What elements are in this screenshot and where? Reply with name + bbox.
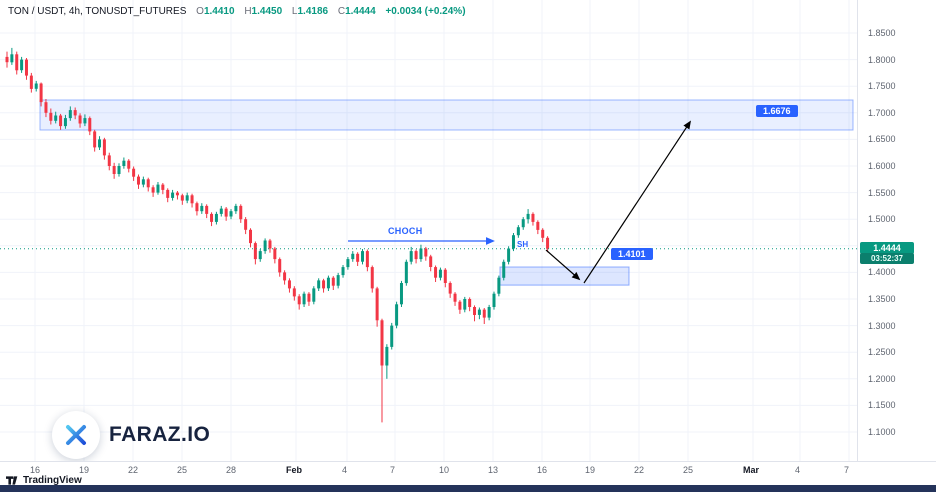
time-axis-label: Feb bbox=[286, 465, 303, 475]
symbol-legend: TON / USDT, 4h, TONUSDT_FUTURES O1.4410 … bbox=[8, 6, 466, 17]
price-axis-label: 1.7500 bbox=[868, 81, 896, 92]
farazio-logo-circle bbox=[52, 411, 100, 459]
candlestick-canvas[interactable] bbox=[0, 0, 857, 461]
ohlc-high-value: 1.4450 bbox=[251, 6, 283, 17]
price-axis-label: 1.5000 bbox=[868, 214, 896, 225]
time-axis[interactable]: 16 19 22 25 28 Feb 4 7 10 13 16 19 22 25 Mar 4 7 bbox=[0, 461, 936, 478]
chart-area[interactable]: TON / USDT, 4h, TONUSDT_FUTURES O1.4410 … bbox=[0, 0, 857, 461]
ohlc-open-value: 1.4410 bbox=[203, 6, 235, 17]
price-axis-label: 1.3000 bbox=[868, 320, 896, 331]
symbol-title: TON / USDT, 4h, TONUSDT_FUTURES bbox=[8, 6, 187, 17]
ohlc-open-label: O bbox=[196, 6, 204, 17]
price-axis-label: 1.8500 bbox=[868, 28, 896, 38]
time-axis-label: 19 bbox=[585, 465, 596, 475]
time-axis-label: 16 bbox=[30, 465, 41, 475]
bottom-bar bbox=[0, 485, 936, 492]
time-axis-label: 25 bbox=[683, 465, 694, 475]
time-axis-label: 25 bbox=[177, 465, 188, 475]
price-axis-label: 1.2500 bbox=[868, 347, 896, 358]
sh-annotation[interactable]: SH bbox=[517, 240, 529, 249]
farazio-brand-text: FARAZ.IO bbox=[109, 423, 211, 446]
price-axis-label: 1.1500 bbox=[868, 400, 896, 411]
tradingview-attribution-text: TradingView bbox=[23, 475, 82, 486]
price-axis-label: 1.3500 bbox=[868, 294, 896, 304]
price-axis-label: 1.1000 bbox=[868, 427, 896, 437]
snowflake-icon bbox=[62, 421, 90, 449]
price-axis-label: 1.5500 bbox=[868, 187, 896, 198]
time-axis-label: 22 bbox=[128, 465, 139, 475]
time-axis-label: 28 bbox=[226, 465, 237, 475]
farazio-watermark: FARAZ.IO bbox=[52, 411, 210, 459]
tradingview-attribution[interactable]: TradingView bbox=[6, 475, 82, 486]
demand-zone-price-flag[interactable]: 1.4101 bbox=[611, 248, 653, 260]
time-axis-label: 7 bbox=[844, 465, 850, 475]
price-axis[interactable]: 1.4444 03:52:37 1.8500 1.8000 1.7500 1.7000… bbox=[857, 0, 936, 461]
price-axis-label: 1.7000 bbox=[868, 107, 896, 118]
time-axis-label: 4 bbox=[795, 465, 801, 475]
ohlc-low-value: 1.4186 bbox=[297, 6, 329, 17]
time-axis-label: 13 bbox=[488, 465, 499, 475]
ohlc-low-label: L bbox=[291, 6, 298, 17]
tradingview-logo-icon bbox=[6, 476, 18, 485]
ohlc-close-label: C bbox=[337, 6, 346, 17]
supply-zone-price-flag[interactable]: 1.6676 bbox=[756, 105, 798, 117]
time-axis-label: 7 bbox=[390, 465, 396, 475]
price-axis-label: 1.6000 bbox=[868, 161, 896, 171]
time-axis-label: 4 bbox=[342, 465, 348, 475]
price-axis-label: 1.2000 bbox=[868, 373, 896, 384]
time-axis-label: 22 bbox=[634, 465, 645, 475]
price-axis-label: 1.6500 bbox=[868, 134, 896, 145]
current-price-badge: 1.4444 bbox=[860, 242, 914, 254]
bar-countdown-badge: 03:52:37 bbox=[860, 253, 914, 264]
price-axis-label: 1.8000 bbox=[868, 54, 896, 65]
ohlc-high-label: H bbox=[244, 6, 252, 17]
time-axis-label: 10 bbox=[439, 465, 450, 475]
price-change: +0.0034 (+0.24%) bbox=[385, 6, 466, 17]
time-axis-label: 19 bbox=[79, 465, 90, 475]
ohlc-close-value: 1.4444 bbox=[345, 6, 376, 17]
time-axis-label: 16 bbox=[537, 465, 548, 475]
time-axis-label: Mar bbox=[743, 465, 760, 475]
price-axis-label: 1.4000 bbox=[868, 267, 896, 278]
choch-annotation[interactable]: CHOCH bbox=[388, 226, 423, 236]
